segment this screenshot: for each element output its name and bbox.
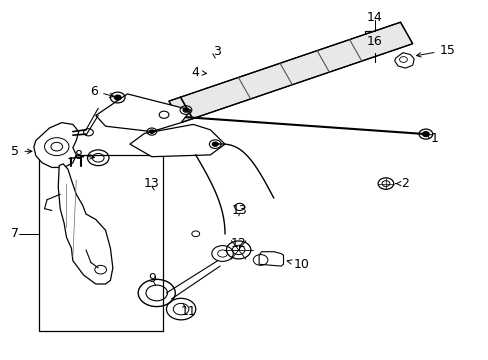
Polygon shape — [130, 125, 224, 157]
Circle shape — [212, 142, 218, 146]
Text: 5: 5 — [11, 145, 32, 158]
Text: 11: 11 — [180, 305, 196, 318]
Circle shape — [149, 130, 154, 134]
Text: 9: 9 — [147, 272, 156, 285]
Circle shape — [183, 108, 188, 112]
Text: 1: 1 — [426, 132, 438, 145]
Text: 16: 16 — [366, 35, 382, 49]
Text: 15: 15 — [416, 44, 454, 57]
Bar — [365, 31, 383, 53]
Polygon shape — [394, 53, 413, 68]
Text: 14: 14 — [366, 12, 382, 24]
Text: 13: 13 — [231, 204, 247, 217]
Text: 7: 7 — [11, 227, 20, 240]
Text: 2: 2 — [395, 177, 408, 190]
Polygon shape — [58, 164, 113, 284]
Polygon shape — [168, 22, 412, 123]
Text: 4: 4 — [191, 66, 206, 79]
Text: 13: 13 — [143, 177, 160, 190]
Circle shape — [422, 132, 428, 136]
Text: 8: 8 — [75, 149, 94, 162]
Circle shape — [114, 95, 121, 100]
Polygon shape — [259, 252, 283, 266]
Bar — [39, 155, 163, 330]
Text: 12: 12 — [230, 237, 246, 250]
Text: 10: 10 — [286, 258, 308, 271]
Polygon shape — [34, 123, 79, 167]
Polygon shape — [96, 94, 190, 132]
Text: 3: 3 — [212, 45, 220, 58]
Text: 6: 6 — [90, 85, 114, 98]
